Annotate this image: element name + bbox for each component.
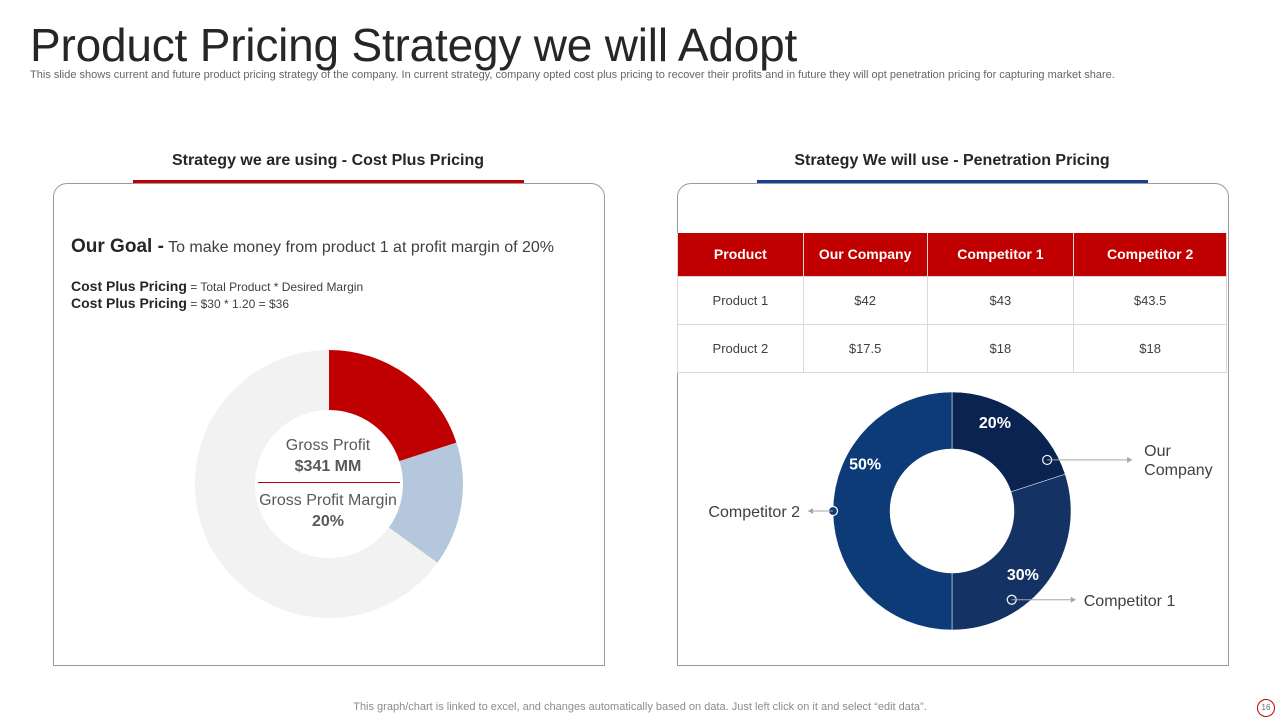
gross-profit-donut-chart[interactable] — [193, 348, 465, 620]
formula-2-label: Cost Plus Pricing — [71, 295, 187, 311]
right-heading-underline — [757, 180, 1148, 183]
table-header-cell: Competitor 2 — [1073, 233, 1227, 276]
table-cell: $42 — [802, 275, 928, 325]
donut-segment-gray[interactable] — [194, 350, 438, 618]
right-section-heading: Strategy We will use - Penetration Prici… — [794, 152, 1110, 169]
donut-legend-label: Competitor 1 — [1084, 593, 1176, 610]
donut-data-label: 20% — [979, 415, 1011, 432]
donut-center-value-2: 20% — [311, 513, 345, 530]
donut-center-label-2: Gross Profit Margin — [259, 492, 397, 509]
donut-leader-arrow — [1070, 596, 1076, 603]
donut-center-divider — [258, 482, 400, 483]
pricing-comparison-table: Product Our Company Competitor 1 Competi… — [677, 233, 1227, 373]
goal-label: Our Goal - — [71, 236, 164, 257]
donut-legend-label: Our — [1144, 443, 1171, 460]
slide-subtitle: This slide shows current and future prod… — [30, 69, 1115, 81]
table-cell: Product 1 — [677, 275, 804, 325]
table-header-cell: Our Company — [802, 233, 928, 276]
table-cell: $18 — [1073, 323, 1227, 373]
donut-leader-arrow — [808, 508, 813, 514]
table-header-cell: Product — [677, 233, 804, 276]
donut-leader-arrow — [1127, 456, 1133, 463]
donut-center-value-1: $341 MM — [294, 458, 362, 475]
donut-center-label-1: Gross Profit — [285, 437, 371, 454]
left-section-heading: Strategy we are using - Cost Plus Pricin… — [171, 152, 485, 169]
formula-1-text: = Total Product * Desired Margin — [186, 280, 364, 294]
table-header-cell: Competitor 1 — [926, 233, 1075, 276]
donut-data-label: 50% — [849, 457, 881, 474]
slide-footer-note: This graph/chart is linked to excel, and… — [353, 701, 927, 713]
page-number: 16 — [1257, 699, 1275, 717]
table-cell: $43 — [926, 275, 1075, 325]
left-heading-underline — [133, 180, 524, 183]
table-cell: Product 2 — [677, 323, 804, 373]
table-row: Product 1 $42 $43 $43.5 — [677, 275, 1227, 325]
donut-segment-blue[interactable] — [388, 442, 463, 563]
market-share-donut-chart[interactable]: 20% 30% 50% Our Company Competitor 1 Competito… — [700, 380, 1240, 640]
donut-legend-label: Company — [1144, 462, 1212, 479]
table-cell: $18 — [926, 323, 1075, 373]
formula-1-label: Cost Plus Pricing — [71, 278, 187, 294]
table-cell: $43.5 — [1073, 275, 1227, 325]
donut-segment-competitor-2[interactable] — [832, 391, 953, 631]
formula-2-text: = $30 * 1.20 = $36 — [186, 297, 290, 311]
donut-segment-competitor-1[interactable] — [951, 473, 1072, 631]
donut-segment-our-company[interactable] — [951, 391, 1066, 493]
table-header-row: Product Our Company Competitor 1 Competi… — [677, 233, 1227, 276]
donut-legend-label: Competitor 2 — [708, 504, 800, 521]
donut-data-label: 30% — [1007, 567, 1039, 584]
formula-line-1: Cost Plus Pricing = Total Product * Desi… — [71, 278, 363, 294]
slide-title: Product Pricing Strategy we will Adopt — [30, 19, 798, 71]
goal-text: To make money from product 1 at profit m… — [163, 239, 555, 256]
table-row: Product 2 $17.5 $18 $18 — [677, 323, 1227, 373]
table-cell: $17.5 — [802, 323, 928, 373]
goal-statement: Our Goal - To make money from product 1 … — [71, 236, 554, 258]
formula-line-2: Cost Plus Pricing = $30 * 1.20 = $36 — [71, 295, 289, 311]
donut-segment-red[interactable] — [329, 350, 457, 462]
